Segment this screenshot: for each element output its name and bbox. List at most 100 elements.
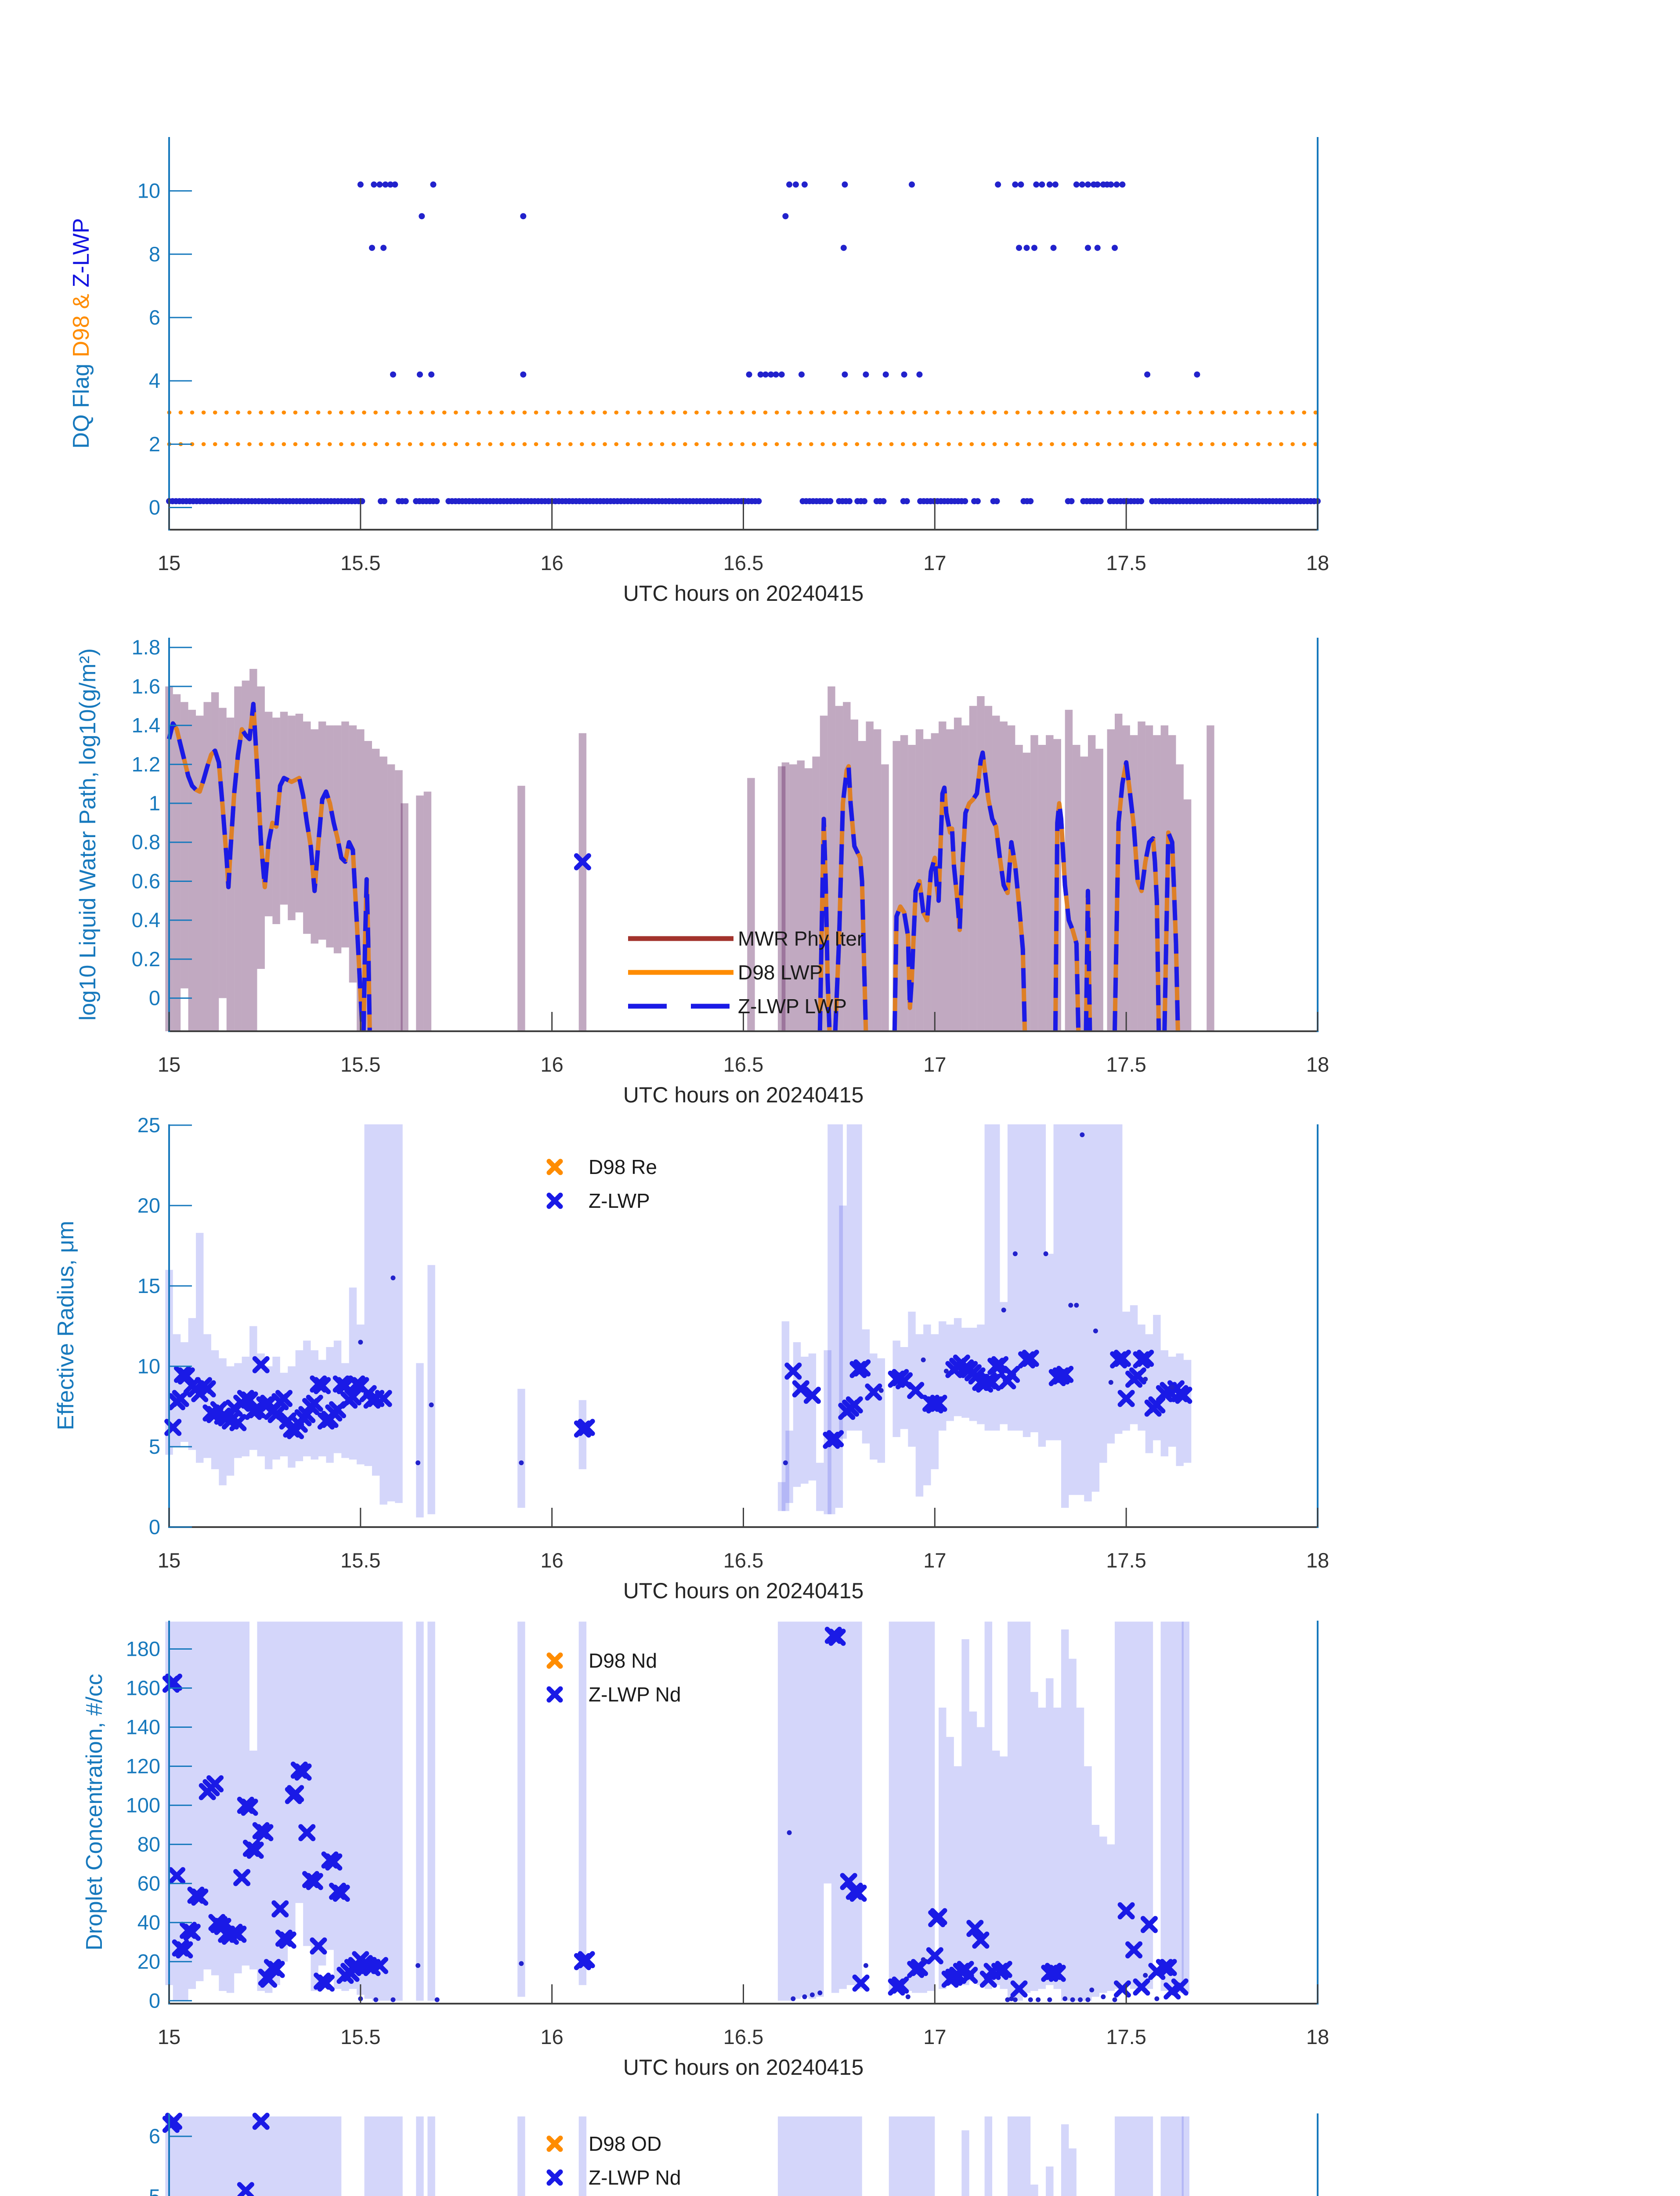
- legend-item-zlwp-lwp: Z-LWP LWP: [628, 989, 863, 1023]
- lwp-d98-line: [1162, 830, 1180, 1032]
- line-swatch-icon: [628, 936, 733, 941]
- x-marker-icon: [546, 1159, 563, 1175]
- x-marker-icon: [546, 1652, 563, 1669]
- effective-radius-ytick-label: 15: [137, 1274, 160, 1297]
- effective-radius-ytick-label: 0: [149, 1515, 160, 1539]
- dq-flag-xtick-label: 15: [158, 551, 181, 574]
- lwp-zlwp-line: [1053, 801, 1081, 1032]
- dq-flag-xtick-label: 17.5: [1106, 551, 1146, 574]
- legend-item-d98-od: D98 OD: [520, 2127, 681, 2160]
- x-marker-icon: [546, 2135, 563, 2152]
- legend-label: D98 LWP: [738, 961, 823, 984]
- panel-effective-radius: 15 15.5 16 16.5 17 17.5 18 0 5 10 15 20 25 UTC hours …: [137, 1113, 1329, 1603]
- droplet-concentration-xlabel: UTC hours on 20240415: [623, 2055, 864, 2080]
- lwp-zlwp-line: [361, 877, 372, 1032]
- lwp-zlwp-line: [833, 764, 868, 1032]
- droplet-concentration-dots: [358, 1830, 1160, 2002]
- droplet-concentration-ytick-label: 0: [149, 1989, 160, 2012]
- lwp-zlwp-line: [1113, 760, 1161, 1032]
- lwp-ytick-label: 1.6: [132, 675, 160, 698]
- legend-item-zlwp-nd-od: Z-LWP Nd: [520, 2160, 681, 2194]
- droplet-concentration-ytick-label: 40: [137, 1911, 160, 1934]
- effective-radius-xtick-label: 17.5: [1106, 1549, 1146, 1572]
- line-swatch-icon: [628, 970, 733, 975]
- effective-radius-ytick-label: 10: [137, 1354, 160, 1378]
- dq-flag-ytick-label: 2: [149, 432, 160, 455]
- lwp-x-markers: [574, 853, 591, 870]
- legend-item-zlwp: Z-LWP: [520, 1184, 657, 1217]
- dq-flag-xtick-label: 15.5: [340, 551, 380, 574]
- lwp-xtick-label: 17.5: [1106, 1053, 1146, 1076]
- legend-effective-radius: D98 Re Z-LWP: [520, 1150, 657, 1217]
- effective-radius-x-markers: [164, 1350, 1192, 1449]
- dq-flag-row-y10.2: [357, 181, 1126, 188]
- lwp-ytick-label: 0.2: [132, 947, 160, 971]
- lwp-xtick-label: 18: [1306, 1053, 1329, 1076]
- x-marker-icon: [546, 2169, 563, 2185]
- dq-flag-row-y9.2: [419, 213, 789, 220]
- lwp-zlwp-line: [817, 816, 832, 1032]
- panel-droplet-concentration: 15 15.5 16 16.5 17 17.5 1802040608010012014016…: [126, 1621, 1329, 2080]
- droplet-concentration-ytick-label: 100: [126, 1793, 160, 1817]
- droplet-concentration-xtick-label: 15.5: [340, 2025, 380, 2048]
- dq-flag-ytick-label: 10: [137, 179, 160, 202]
- effective-radius-xtick-label: 17: [923, 1549, 946, 1572]
- effective-radius-ytick-label: 5: [149, 1435, 160, 1458]
- droplet-concentration-ytick-label: 20: [137, 1950, 160, 1973]
- legend-item-d98-lwp: D98 LWP: [628, 955, 863, 989]
- optical-depth-ytick-label: 6: [149, 2124, 160, 2148]
- droplet-concentration-ytick-label: 160: [126, 1676, 160, 1699]
- x-marker-icon: [546, 1686, 563, 1702]
- lwp-ytick-label: 0.6: [132, 869, 160, 892]
- effective-radius-ytick-label: 20: [137, 1194, 160, 1217]
- droplet-concentration-xtick-label: 16.5: [723, 2025, 763, 2048]
- lwp-ytick-label: 0: [149, 986, 160, 1010]
- ylabel-zlwp-part: Z-LWP: [69, 218, 94, 294]
- dq-flag-xtick-label: 16.5: [723, 551, 763, 574]
- legend-line-blue-dashed: [628, 1003, 738, 1009]
- dq-flag-xlabel: UTC hours on 20240415: [623, 581, 864, 606]
- legend-line-orange: [628, 969, 738, 975]
- effective-radius-xtick-label: 16: [541, 1549, 564, 1572]
- legend-line-dark-red: [628, 935, 738, 942]
- dashed-line-swatch-icon: [628, 1004, 733, 1008]
- x-marker-icon: [546, 1192, 563, 1209]
- lwp-xtick-label: 15: [158, 1053, 181, 1076]
- legend-item-d98-re: D98 Re: [520, 1150, 657, 1184]
- dq-flag-ytick-label: 8: [149, 242, 160, 266]
- lwp-ytick-label: 1.8: [132, 636, 160, 659]
- lwp-xtick-label: 17: [923, 1053, 946, 1076]
- panel-dq-flag: 15 15.5 16 16.5 17 17.5 18 0 2 4 6 8 10 UTC hours on …: [137, 137, 1329, 606]
- droplet-concentration-x-markers: [162, 1626, 1189, 2000]
- legend-item-mwr-phy-iter: MWR Phy Iter: [628, 921, 863, 955]
- lwp-ytick-label: 1.2: [132, 752, 160, 776]
- lwp-ytick-label: 0.4: [132, 908, 160, 932]
- legend-x-marker-blue: [520, 1192, 589, 1210]
- droplet-concentration-xtick-label: 18: [1306, 2025, 1329, 2048]
- ylabel-lwp: log10 Liquid Water Path, log10(g/m²): [75, 648, 101, 1021]
- lwp-xtick-label: 16: [541, 1053, 564, 1076]
- legend-x-marker-blue: [520, 2168, 589, 2187]
- lwp-ytick-label: 0.8: [132, 831, 160, 854]
- effective-radius-xtick-label: 16.5: [723, 1549, 763, 1572]
- panel-lwp: 15 15.5 16 16.5 17 17.5 18 0 0.2 0.4 0.6 0.8 1 1.2 1.4…: [132, 636, 1329, 1107]
- ylabel-effective-radius: Effective Radius, μm: [53, 1221, 79, 1430]
- legend-label: MWR Phy Iter: [738, 927, 864, 950]
- legend-label: D98 OD: [589, 2132, 662, 2155]
- legend-optical-depth: D98 OD Z-LWP Nd: [520, 2127, 681, 2194]
- effective-radius-xtick-label: 15: [158, 1549, 181, 1572]
- dq-flag-xtick-label: 17: [923, 551, 946, 574]
- legend-x-marker-orange: [520, 1158, 589, 1176]
- legend-lwp: MWR Phy Iter D98 LWP Z-LWP LWP: [628, 921, 863, 1023]
- dq-flag-dense-row: [166, 498, 1321, 505]
- dq-flag-ytick-label: 0: [149, 496, 160, 519]
- ylabel-dq-flag-part: DQ Flag: [69, 357, 94, 449]
- effective-radius-band: [165, 1124, 1192, 1518]
- ylabel-droplet-concentration: Droplet Concentration, #/cc: [82, 1673, 107, 1951]
- lwp-ytick-label: 1.4: [132, 714, 160, 737]
- droplet-concentration-ytick-label: 120: [126, 1754, 160, 1777]
- legend-x-marker-orange: [520, 2135, 589, 2153]
- lwp-zlwp-line: [1084, 889, 1092, 1032]
